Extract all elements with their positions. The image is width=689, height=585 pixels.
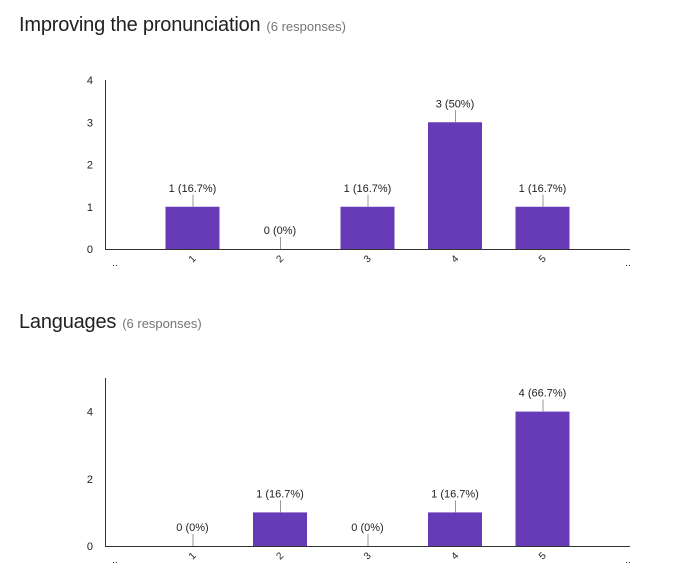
- y-tick-label: 4: [87, 407, 93, 419]
- x-tick-label: 4: [449, 550, 461, 562]
- data-label: 0 (0%): [264, 225, 296, 237]
- data-label: 1 (16.7%): [431, 488, 479, 500]
- x-tick-label: 2: [274, 550, 286, 562]
- y-tick-label: 2: [87, 160, 93, 172]
- data-label: 1 (16.7%): [344, 183, 392, 195]
- chart-header: Improving the pronunciation (6 responses): [19, 14, 346, 37]
- data-label: 1 (16.7%): [519, 183, 567, 195]
- x-tick-label: 1: [187, 550, 199, 562]
- x-tick-label: 5: [537, 550, 549, 562]
- chart-header: Languages (6 responses): [19, 311, 202, 334]
- data-label: 0 (0%): [176, 522, 208, 534]
- x-axis-start-ellipsis: ..: [112, 555, 118, 566]
- chart-title: Improving the pronunciation: [19, 14, 261, 36]
- bar: [165, 206, 220, 249]
- bar: [428, 122, 482, 249]
- chart-section-pronunciation: Improving the pronunciation (6 responses)…: [0, 0, 689, 290]
- y-tick-label: 4: [87, 75, 93, 87]
- data-label: 3 (50%): [436, 98, 475, 110]
- bar: [515, 411, 570, 546]
- y-tick-label: 0: [87, 244, 93, 256]
- x-tick-label: 3: [362, 550, 374, 562]
- data-label: 1 (16.7%): [256, 488, 304, 500]
- response-count: (6 responses): [122, 316, 202, 331]
- x-axis-end-ellipsis: ..: [625, 555, 631, 566]
- y-tick-label: 2: [87, 474, 93, 486]
- data-label: 4 (66.7%): [519, 388, 567, 400]
- x-axis-start-ellipsis: ..: [112, 258, 118, 269]
- y-tick-label: 0: [87, 541, 93, 553]
- bar: [515, 206, 570, 249]
- y-tick-label: 1: [87, 202, 93, 214]
- y-tick-label: 3: [87, 117, 93, 129]
- response-count: (6 responses): [266, 19, 346, 34]
- chart-title: Languages: [19, 311, 117, 333]
- bar: [253, 512, 307, 546]
- x-axis-end-ellipsis: ..: [625, 258, 631, 269]
- data-label: 0 (0%): [351, 522, 383, 534]
- data-label: 1 (16.7%): [169, 183, 217, 195]
- bar: [340, 206, 395, 249]
- bar: [428, 512, 482, 546]
